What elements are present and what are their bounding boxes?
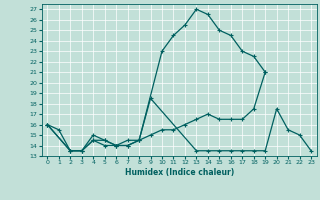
X-axis label: Humidex (Indice chaleur): Humidex (Indice chaleur) xyxy=(124,168,234,177)
